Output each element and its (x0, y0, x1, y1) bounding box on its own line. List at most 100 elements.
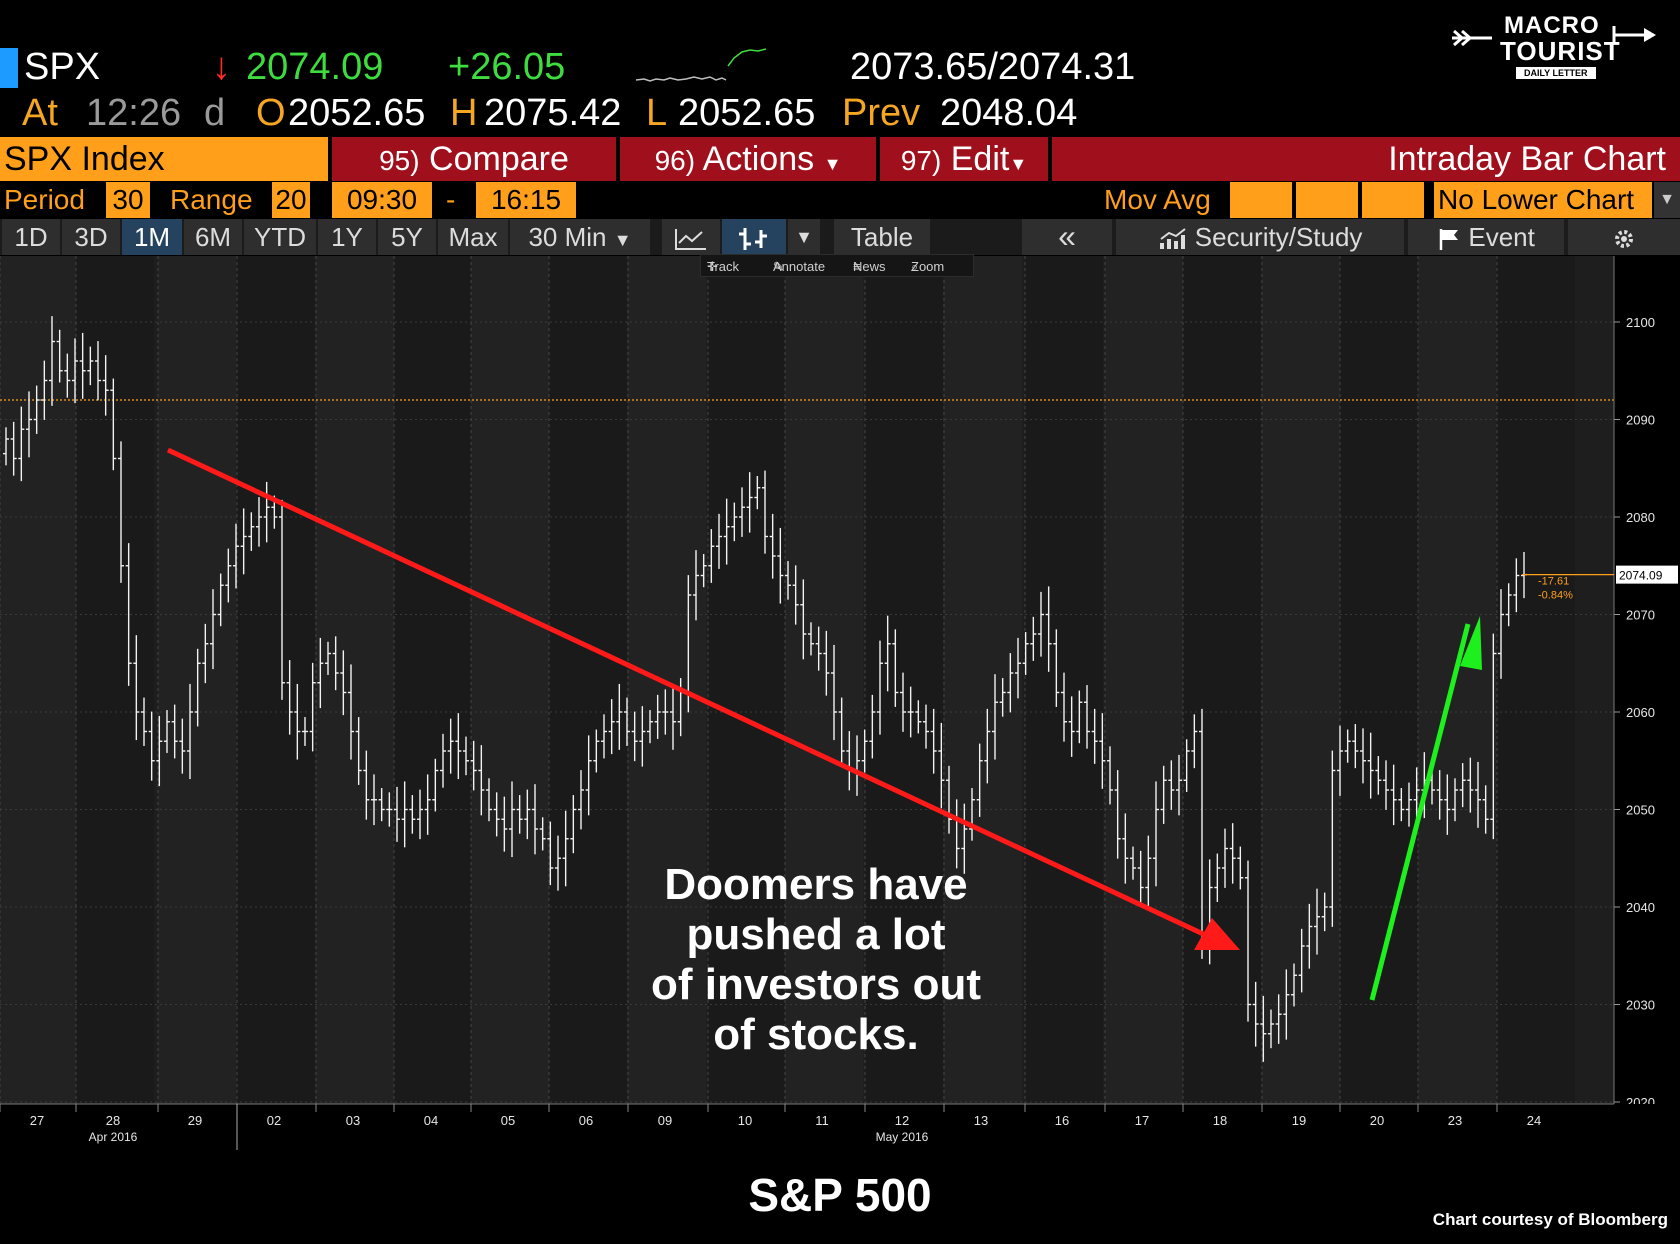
down-arrow-icon: ↓ (212, 46, 231, 88)
x-tick-label: 13 (974, 1113, 988, 1128)
ohlc-bar (1513, 558, 1520, 613)
ohlc-bar (41, 360, 48, 420)
ohlc-bar (938, 722, 945, 809)
crosshair-icon: ✛ (707, 259, 718, 274)
period-label: Period (4, 184, 85, 215)
ohlc-bar (1367, 732, 1374, 799)
ohlc-bar (202, 623, 209, 684)
event-button[interactable]: Event (1408, 219, 1564, 255)
tab-6m[interactable]: 6M (184, 219, 242, 255)
x-tick-label: 10 (738, 1113, 752, 1128)
ohlc-bar (248, 512, 255, 551)
tab-max[interactable]: Max (438, 219, 508, 255)
ohlc-bar (1329, 750, 1336, 927)
tab-1m[interactable]: 1M (122, 219, 182, 255)
ohlc-bar (969, 788, 975, 841)
ohlc-bar (555, 835, 561, 891)
settings-button[interactable] (1568, 219, 1680, 255)
ohlc-bar (907, 686, 914, 738)
ohlc-bar (1352, 724, 1359, 769)
day-band (1105, 256, 1183, 1104)
period-input[interactable]: 30 (106, 182, 150, 218)
tab-5y[interactable]: 5Y (378, 219, 436, 255)
compare-label: Compare (429, 140, 569, 178)
start-time-input[interactable]: 09:30 (332, 182, 432, 218)
ohlc-bar (194, 648, 201, 727)
caret-down-icon: ▼ (613, 230, 632, 250)
range-input[interactable]: 20 (272, 182, 310, 218)
ohlc-bar (1436, 770, 1443, 820)
arrow-left-icon (1452, 29, 1492, 47)
month-label: Apr 2016 (89, 1130, 138, 1144)
ohlc-bar (279, 499, 285, 700)
ohlc-bar (1390, 764, 1397, 826)
ohlc-bar (1314, 888, 1320, 955)
ohlc-bar (1444, 774, 1451, 835)
lower-chart-select[interactable]: No Lower Chart (1434, 182, 1652, 218)
ohlc-bar (386, 792, 393, 827)
security-field[interactable]: SPX Index (0, 137, 328, 181)
x-tick-label: 09 (658, 1113, 672, 1128)
line-chart-button[interactable] (662, 219, 720, 255)
ohlc-bar (141, 697, 147, 746)
ohlc-bar (731, 502, 738, 542)
chart-type-label: Intraday Bar Chart (1388, 140, 1666, 178)
edit-button[interactable]: 97) Edit▼ (880, 137, 1048, 181)
low-label: L (646, 92, 668, 134)
tab-3d[interactable]: 3D (62, 219, 120, 255)
time-flag: d (204, 92, 226, 134)
mov-avg-input-3[interactable] (1362, 182, 1424, 218)
collapse-button[interactable]: « (1022, 219, 1112, 255)
ohlc-bar (125, 543, 132, 686)
tab-ytd[interactable]: YTD (244, 219, 316, 255)
interval-select[interactable]: 30 Min ▼ (510, 219, 650, 255)
net-change: +26.05 (448, 46, 566, 88)
bar-chart-button[interactable] (722, 219, 786, 255)
security-study-label: Security/Study (1194, 222, 1363, 252)
lower-chart-dropdown-icon[interactable]: ▼ (1654, 182, 1680, 218)
table-button[interactable]: Table (834, 219, 930, 255)
ohlc-bar (1268, 1009, 1274, 1049)
ohlc-bar (1176, 754, 1182, 816)
tab-1y[interactable]: 1Y (318, 219, 376, 255)
ohlc-bar (900, 672, 906, 732)
actions-button[interactable]: 96) Actions ▼ (620, 137, 876, 181)
x-axis-background (0, 1104, 1680, 1154)
event-label: Event (1468, 222, 1535, 252)
ohlc-bar (762, 470, 768, 554)
ohlc-bar (532, 784, 538, 855)
end-time-input[interactable]: 16:15 (476, 182, 576, 218)
tab-1d[interactable]: 1D (2, 219, 60, 255)
ohlc-bar (332, 636, 339, 691)
gear-icon (1615, 230, 1633, 249)
day-band (628, 256, 706, 1104)
ohlc-bar (746, 472, 753, 533)
ohlc-bar (999, 678, 1006, 717)
x-tick-label: 12 (895, 1113, 909, 1128)
mov-avg-input-2[interactable] (1296, 182, 1358, 218)
ohlc-bar (455, 713, 462, 780)
ohlc-bar (838, 697, 845, 766)
ohlc-bar (976, 743, 983, 817)
ohlc-bar (1099, 713, 1106, 789)
ohlc-bar (769, 513, 776, 579)
ohlc-bar (1360, 728, 1366, 784)
ohlc-bar (179, 718, 186, 774)
security-name: SPX Index (4, 140, 165, 178)
mov-avg-input-1[interactable] (1230, 182, 1292, 218)
ohlc-bar (1237, 846, 1244, 890)
month-label: May 2016 (876, 1130, 929, 1144)
ohlc-bar (593, 729, 600, 773)
compare-button[interactable]: 95) Compare (332, 137, 616, 181)
time-range-dash: - (446, 184, 456, 215)
ohlc-bar (562, 810, 569, 887)
security-study-button[interactable]: Security/Study (1116, 219, 1404, 255)
ohlc-bar (440, 733, 446, 788)
ohlc-bar (892, 629, 899, 707)
ohlc-bar (233, 523, 239, 589)
ohlc-bar (493, 792, 500, 837)
ohlc-bar (1045, 586, 1052, 672)
chart-style-dropdown[interactable]: ▼ (788, 219, 820, 255)
ohlc-bar (340, 650, 347, 716)
